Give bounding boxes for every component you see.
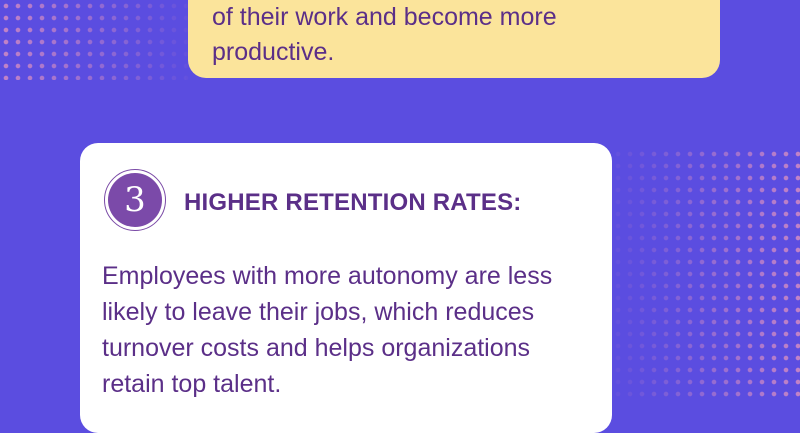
dot-pattern-left (0, 0, 200, 80)
previous-item-text: of their work and become more productive… (212, 3, 557, 66)
item-number: 3 (108, 173, 162, 227)
previous-item-card: of their work and become more productive… (188, 0, 720, 78)
dot-pattern-right (600, 148, 800, 400)
item-card: 3 HIGHER RETENTION RATES: Employees with… (80, 143, 612, 433)
item-description: Employees with more autonomy are less li… (102, 262, 553, 398)
item-number-badge: 3 (104, 169, 166, 231)
item-title: HIGHER RETENTION RATES: (184, 189, 522, 216)
